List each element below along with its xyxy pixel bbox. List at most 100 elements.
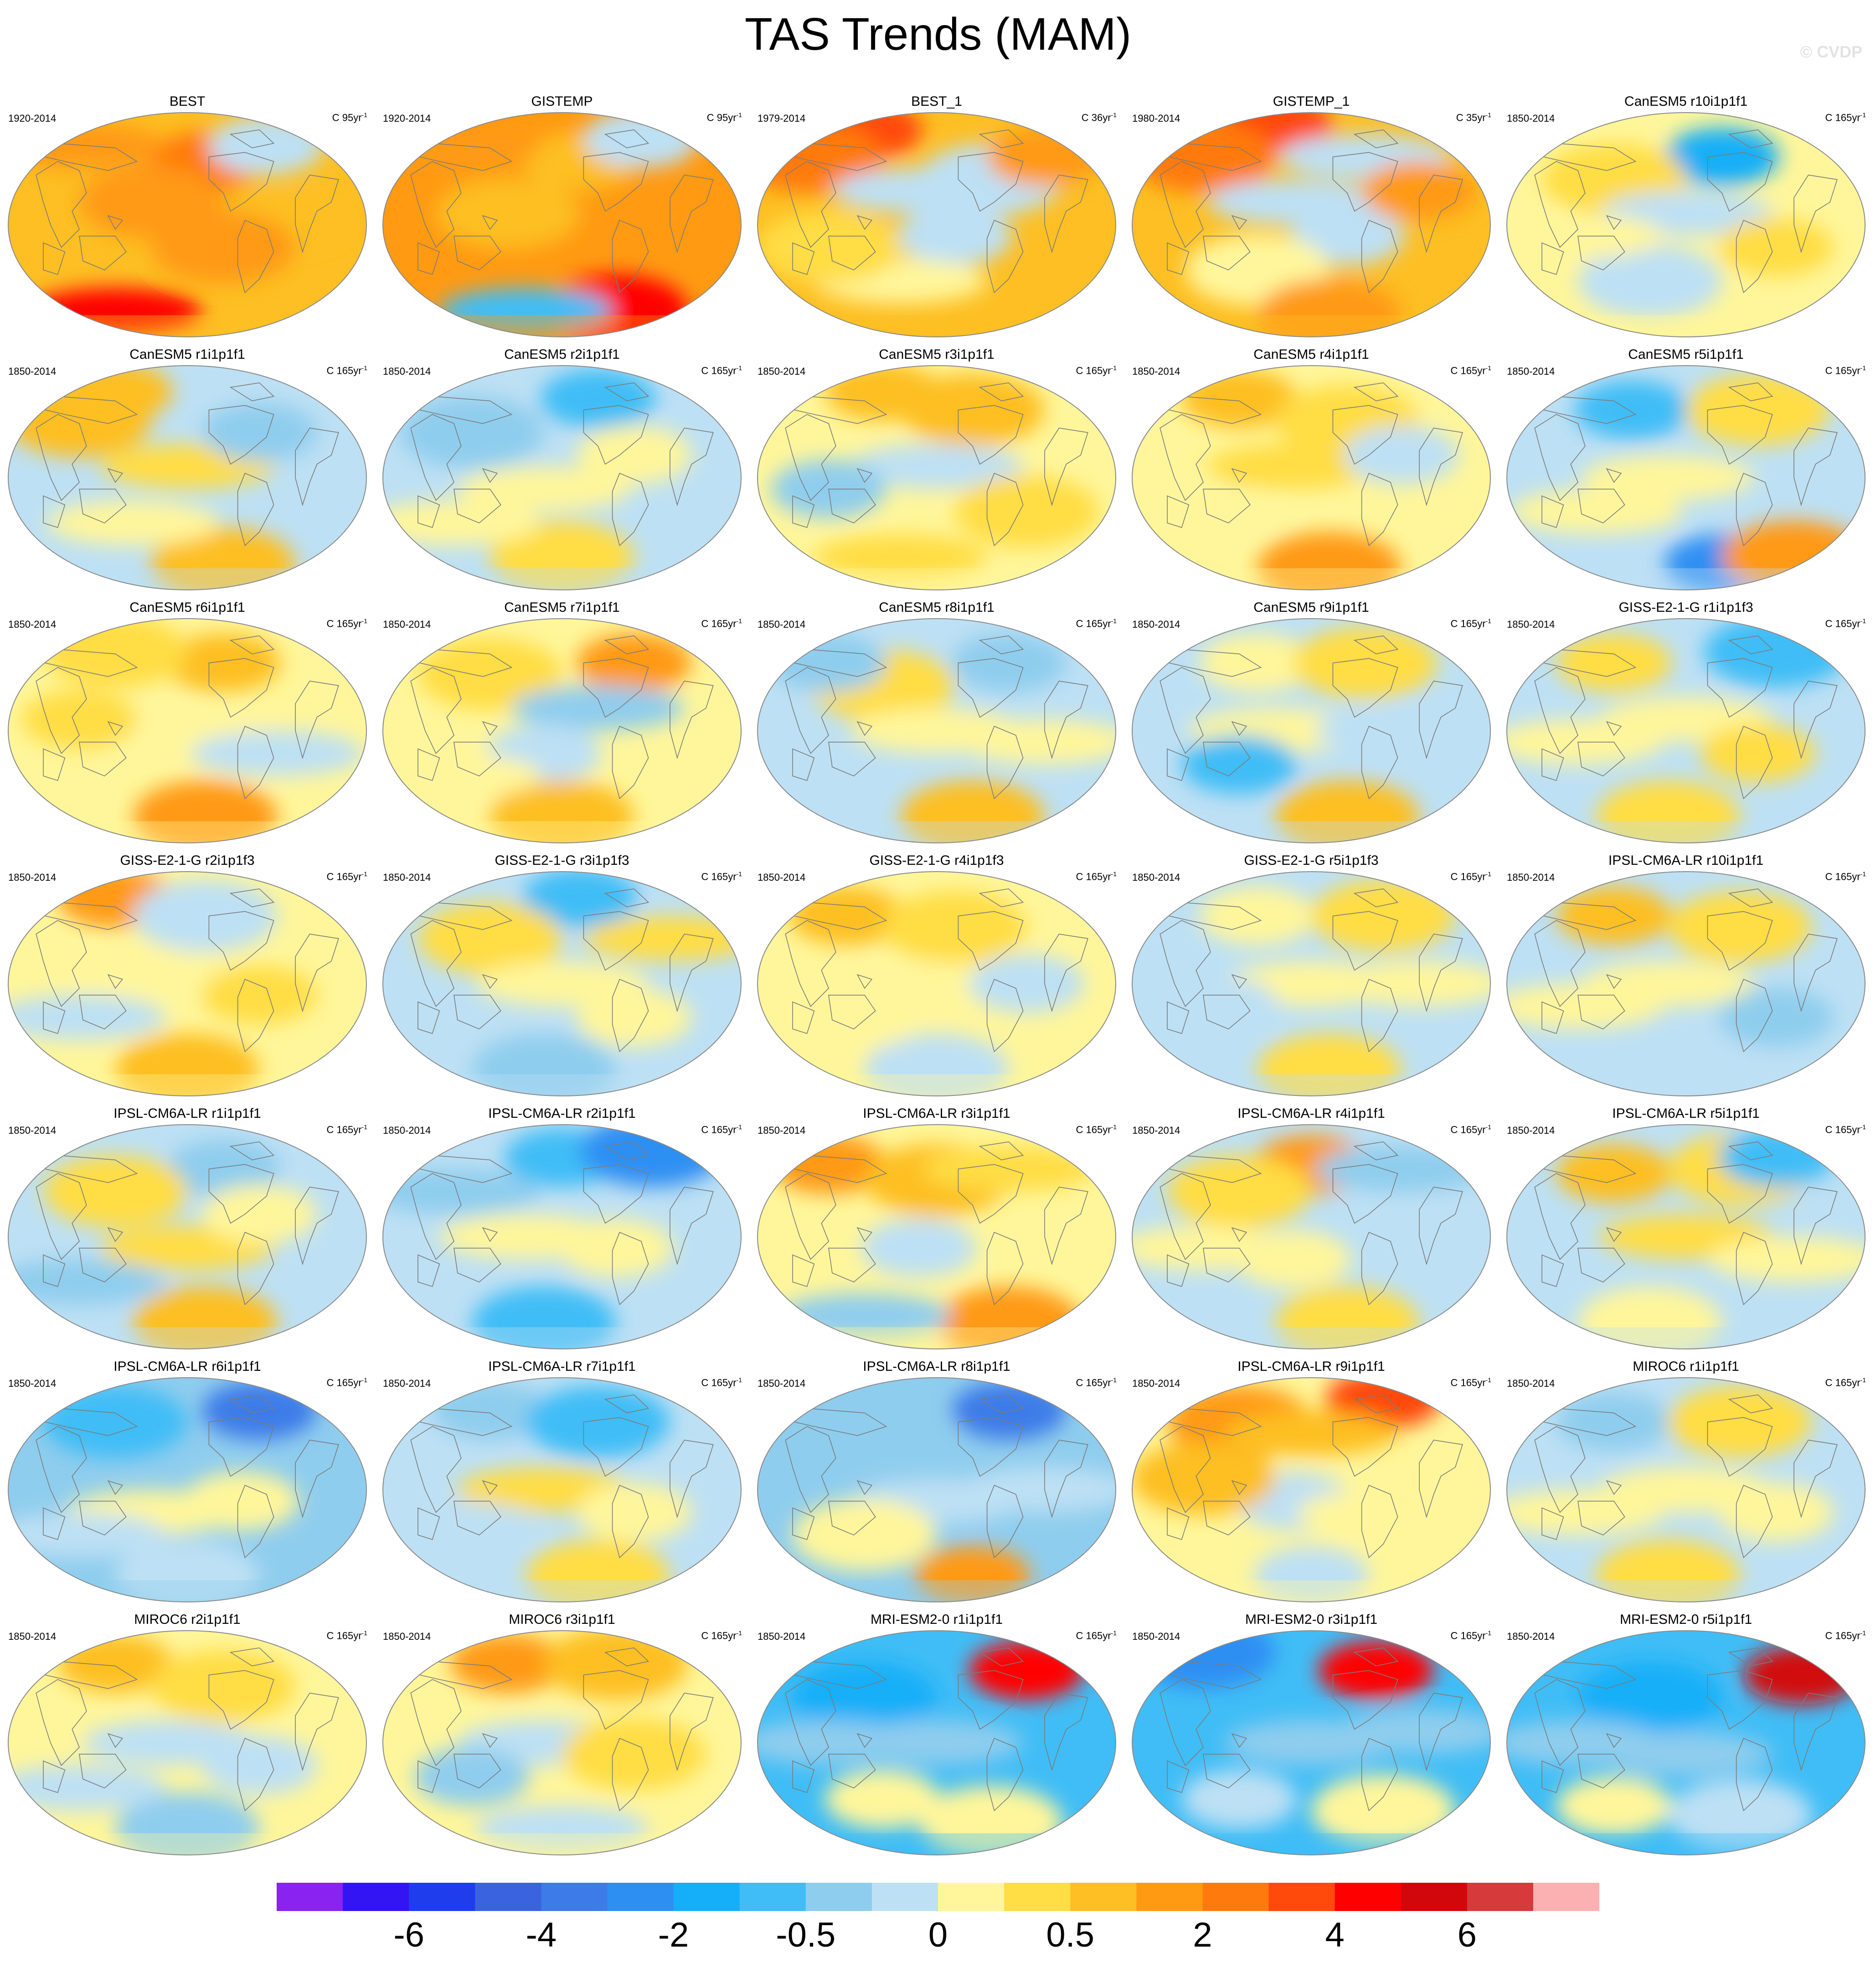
coastline xyxy=(1794,175,1838,253)
map-outline xyxy=(1132,618,1491,843)
map-outline xyxy=(8,871,367,1096)
coastline xyxy=(1534,161,1586,248)
polar-band xyxy=(1507,315,1865,337)
trend-anomaly-region xyxy=(562,1718,706,1791)
trend-anomaly-region xyxy=(201,966,317,1025)
coastline xyxy=(454,489,501,524)
panel-title: GISS-E2-1-G r4i1p1f3 xyxy=(869,853,1004,868)
map-panel: MRI-ESM2-0 r1i1p1f1 1850-2014 C 165yr-1 xyxy=(749,1612,1124,1861)
trend-map xyxy=(1506,618,1866,843)
coastline xyxy=(1167,495,1190,528)
panel-title: IPSL-CM6A-LR r8i1p1f1 xyxy=(863,1359,1010,1374)
map-outline xyxy=(757,1124,1116,1349)
coastline xyxy=(1606,468,1622,483)
panel-period: 1850-2014 xyxy=(758,1631,806,1642)
trend-map xyxy=(757,112,1116,337)
coastline xyxy=(410,1679,462,1766)
coastline xyxy=(958,911,1024,971)
panel-period: 1850-2014 xyxy=(1507,1631,1555,1642)
panel-period: 1850-2014 xyxy=(1507,619,1555,630)
panel-title: MRI-ESM2-0 r5i1p1f1 xyxy=(1619,1612,1752,1627)
trend-anomaly-region xyxy=(383,1169,541,1214)
coastline xyxy=(36,1173,87,1260)
coastline xyxy=(79,1754,127,1789)
trend-map xyxy=(757,1377,1116,1602)
polar-band xyxy=(758,1327,1116,1349)
coastline xyxy=(1707,1164,1773,1224)
coastline xyxy=(1231,215,1247,230)
map-panel: CanESM5 r3i1p1f1 1850-2014 C 165yr-1 xyxy=(749,346,1124,596)
trend-anomaly-region xyxy=(472,1033,616,1096)
panel-period: 1850-2014 xyxy=(1132,1378,1180,1389)
coastline xyxy=(1203,489,1251,524)
coastline xyxy=(482,215,498,230)
panel-title: BEST_1 xyxy=(911,94,962,109)
coastline xyxy=(604,1394,649,1414)
panel-units: C 165yr-1 xyxy=(326,1629,368,1642)
coastline xyxy=(1332,1670,1398,1730)
colorbar-swatch xyxy=(1070,1883,1137,1911)
coastline xyxy=(792,242,815,275)
trend-anomaly-region xyxy=(46,500,220,546)
panel-title: CanESM5 r6i1p1f1 xyxy=(129,600,245,615)
coastline xyxy=(1707,405,1773,465)
coastline xyxy=(1736,220,1773,294)
panel-period: 1850-2014 xyxy=(1507,113,1555,124)
map-panel: IPSL-CM6A-LR r2i1p1f1 1850-2014 C 165yr-1 xyxy=(375,1105,749,1355)
coastline xyxy=(1577,995,1625,1030)
panel-units: C 165yr-1 xyxy=(1076,870,1117,883)
coastline xyxy=(1231,721,1247,736)
coastline xyxy=(785,414,836,501)
trend-anomaly-region xyxy=(1167,1155,1311,1228)
coastline xyxy=(237,1738,274,1812)
polar-band xyxy=(8,1580,366,1602)
coastline xyxy=(958,658,1024,718)
coastline xyxy=(1361,979,1398,1053)
trend-map xyxy=(8,871,367,1096)
coastline xyxy=(417,242,440,275)
coastline xyxy=(1419,1440,1463,1519)
coastline xyxy=(229,635,275,655)
panel-period: 1850-2014 xyxy=(383,619,431,630)
trend-anomaly-region xyxy=(472,1286,616,1349)
trend-map xyxy=(1506,112,1866,337)
coastline xyxy=(979,129,1024,149)
coastline xyxy=(1794,1440,1838,1519)
trend-anomaly-region xyxy=(1578,1661,1722,1734)
trend-anomaly-region xyxy=(825,1770,940,1829)
trend-anomaly-region xyxy=(1509,489,1683,534)
trend-anomaly-region xyxy=(897,207,1012,266)
panel-units: C 165yr-1 xyxy=(326,364,368,377)
map-panel: GISS-E2-1-G r4i1p1f3 1850-2014 C 165yr-1 xyxy=(749,852,1124,1102)
panel-title: IPSL-CM6A-LR r10i1p1f1 xyxy=(1608,853,1764,868)
coastline xyxy=(958,1164,1024,1224)
coastline xyxy=(828,1501,876,1536)
coastline xyxy=(1419,175,1463,253)
map-panel: IPSL-CM6A-LR r4i1p1f1 1850-2014 C 165yr-1 xyxy=(1124,1105,1499,1355)
map-outline xyxy=(1506,112,1866,337)
coastline xyxy=(583,152,649,212)
coastline xyxy=(410,1426,462,1513)
panel-title: IPSL-CM6A-LR r6i1p1f1 xyxy=(113,1359,261,1374)
coastline xyxy=(1353,129,1399,149)
coastline xyxy=(229,382,275,402)
coastline xyxy=(1534,1679,1586,1766)
map-outline xyxy=(757,618,1116,843)
panel-units: C 165yr-1 xyxy=(326,617,368,630)
polar-band xyxy=(1507,821,1865,843)
map-outline xyxy=(8,365,367,590)
coastline xyxy=(1353,1647,1399,1667)
coastline xyxy=(1361,726,1398,800)
colorbar-tick-label: 2 xyxy=(1193,1916,1212,1954)
panel-title: CanESM5 r8i1p1f1 xyxy=(879,600,995,615)
coastline xyxy=(1353,635,1399,655)
coastline xyxy=(482,1227,498,1242)
coastline xyxy=(1534,667,1586,754)
polar-band xyxy=(383,1580,741,1602)
coastline xyxy=(1361,1738,1398,1812)
coastline xyxy=(417,1254,440,1287)
trend-anomaly-region xyxy=(151,1650,295,1723)
trend-anomaly-region xyxy=(954,475,1099,548)
coastline xyxy=(979,1647,1024,1667)
coastline xyxy=(1044,428,1088,506)
